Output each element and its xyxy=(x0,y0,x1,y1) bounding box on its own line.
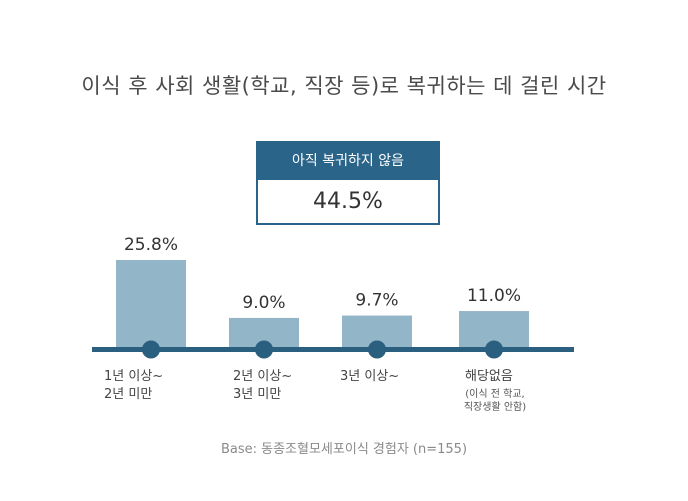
callout-label: 아직 복귀하지 않음 xyxy=(258,143,438,180)
category-label-4: 해당없음 xyxy=(465,369,513,384)
data-label-3: 9.7% xyxy=(355,291,398,311)
baseline-axis xyxy=(92,347,574,352)
timeline-dot-1 xyxy=(142,340,160,359)
data-label-1: 25.8% xyxy=(124,235,178,255)
not-returned-callout: 아직 복귀하지 않음 44.5% xyxy=(256,141,440,225)
category-label-2: 2년 이상~ 3년 미만 xyxy=(233,369,293,402)
category-note-4: (이식 전 학교, 직장생활 안함) xyxy=(463,389,527,413)
timeline-dot-3 xyxy=(368,340,386,359)
chart-title: 이식 후 사회 생활(학교, 직장 등)로 복귀하는 데 걸린 시간 xyxy=(81,74,607,98)
timeline-dot-4 xyxy=(485,340,503,359)
data-label-4: 11.0% xyxy=(467,286,521,306)
data-label-2: 9.0% xyxy=(242,293,285,313)
bar-1 xyxy=(116,260,186,349)
callout-value: 44.5% xyxy=(313,189,383,214)
base-note: Base: 동종조혈모세포이식 경험자 (n=155) xyxy=(220,442,468,457)
category-label-3: 3년 이상~ xyxy=(340,369,400,384)
category-label-1: 1년 이상~ 2년 미만 xyxy=(104,369,164,402)
timeline-dot-2 xyxy=(255,340,273,359)
